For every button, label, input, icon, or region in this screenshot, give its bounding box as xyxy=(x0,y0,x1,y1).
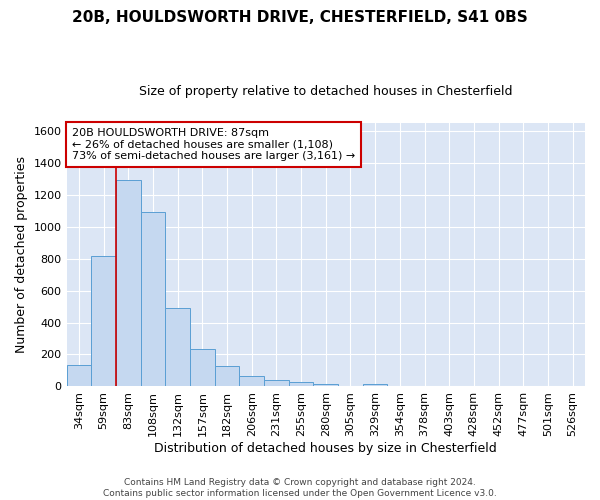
Bar xyxy=(363,384,388,386)
Bar xyxy=(289,382,313,386)
X-axis label: Distribution of detached houses by size in Chesterfield: Distribution of detached houses by size … xyxy=(154,442,497,455)
Text: 20B HOULDSWORTH DRIVE: 87sqm
← 26% of detached houses are smaller (1,108)
73% of: 20B HOULDSWORTH DRIVE: 87sqm ← 26% of de… xyxy=(72,128,355,162)
Bar xyxy=(165,308,190,386)
Bar xyxy=(116,180,140,386)
Bar xyxy=(313,384,338,386)
Bar xyxy=(91,256,116,386)
Bar xyxy=(67,364,91,386)
Text: Contains HM Land Registry data © Crown copyright and database right 2024.
Contai: Contains HM Land Registry data © Crown c… xyxy=(103,478,497,498)
Bar xyxy=(264,380,289,386)
Y-axis label: Number of detached properties: Number of detached properties xyxy=(15,156,28,353)
Bar xyxy=(140,212,165,386)
Title: Size of property relative to detached houses in Chesterfield: Size of property relative to detached ho… xyxy=(139,85,512,98)
Bar xyxy=(215,366,239,386)
Bar xyxy=(239,376,264,386)
Text: 20B, HOULDSWORTH DRIVE, CHESTERFIELD, S41 0BS: 20B, HOULDSWORTH DRIVE, CHESTERFIELD, S4… xyxy=(72,10,528,25)
Bar xyxy=(190,350,215,387)
